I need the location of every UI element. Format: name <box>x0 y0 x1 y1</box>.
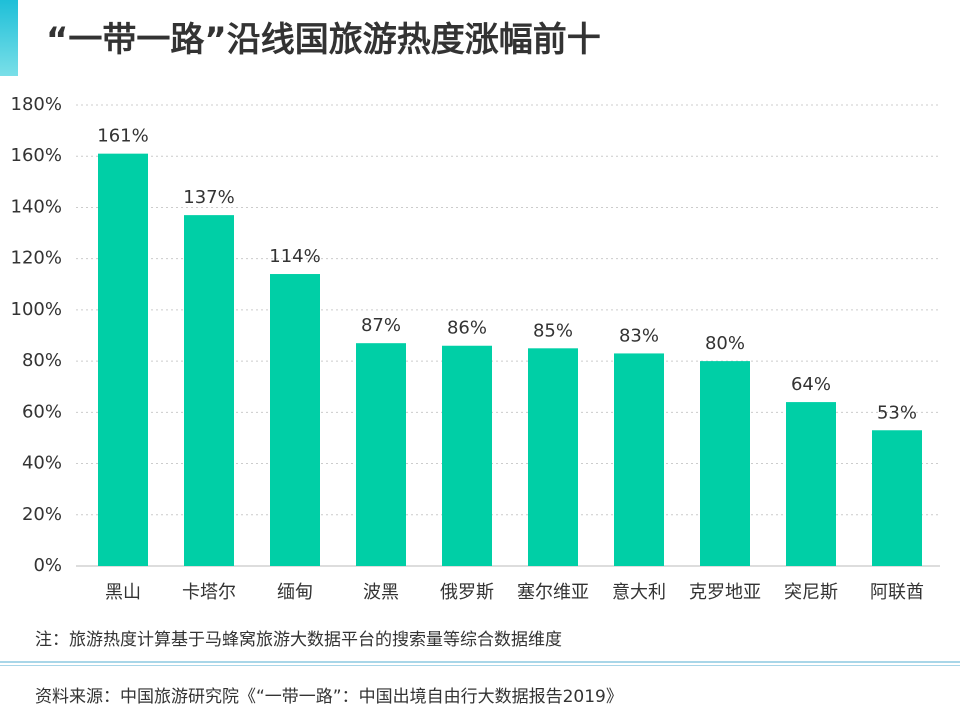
x-tick-label-9: 突尼斯 <box>784 582 838 603</box>
data-labels: 161% 137% 114% 87% 86% 85% 83% 80% 64% 53% <box>97 126 917 424</box>
data-label-10: 53% <box>877 402 917 423</box>
data-label-3: 114% <box>269 246 320 267</box>
bar-7 <box>614 353 664 566</box>
accent-bar <box>0 0 18 76</box>
bar-4 <box>356 343 406 566</box>
data-label-4: 87% <box>361 315 401 336</box>
y-tick-label-140: 140% <box>11 196 62 217</box>
y-tick-label-120: 120% <box>11 248 62 269</box>
bars <box>98 153 922 566</box>
y-tick-label-40: 40% <box>22 453 62 474</box>
y-tick-label-60: 60% <box>22 401 62 422</box>
bar-3 <box>270 274 320 566</box>
x-tick-label-4: 波黑 <box>363 582 399 603</box>
x-tick-label-6: 塞尔维亚 <box>517 582 589 603</box>
x-tick-label-2: 卡塔尔 <box>182 582 236 603</box>
bar-10 <box>872 430 922 566</box>
x-axis-category-labels: 黑山 卡塔尔 缅甸 波黑 俄罗斯 塞尔维亚 意大利 克罗地亚 突尼斯 阿联酋 <box>105 582 924 603</box>
x-tick-label-1: 黑山 <box>105 582 141 603</box>
bar-2 <box>184 215 234 566</box>
x-tick-label-3: 缅甸 <box>277 582 313 603</box>
y-tick-label-80: 80% <box>22 350 62 371</box>
bar-6 <box>528 348 578 566</box>
x-tick-label-5: 俄罗斯 <box>440 582 494 603</box>
data-label-6: 85% <box>533 320 573 341</box>
data-label-5: 86% <box>447 318 487 339</box>
y-tick-label-20: 20% <box>22 504 62 525</box>
divider <box>0 661 960 666</box>
y-tick-label-160: 160% <box>11 145 62 166</box>
data-label-7: 83% <box>619 325 659 346</box>
bar-1 <box>98 153 148 566</box>
footnote: 注：旅游热度计算基于马蜂窝旅游大数据平台的搜索量等综合数据维度 <box>35 630 562 650</box>
x-tick-label-7: 意大利 <box>612 582 666 603</box>
y-axis-tick-labels: 0% 20% 40% 60% 80% 100% 120% 140% 160% 180% <box>11 94 62 576</box>
data-label-9: 64% <box>791 374 831 395</box>
bar-9 <box>786 402 836 566</box>
page-title: “一带一路”沿线国旅游热度涨幅前十 <box>46 20 601 60</box>
data-label-2: 137% <box>183 187 234 208</box>
y-tick-label-180: 180% <box>11 94 62 115</box>
x-tick-label-8: 克罗地亚 <box>689 582 761 603</box>
y-tick-label-0: 0% <box>33 555 62 576</box>
bar-chart: 0%20%40%60%80%100%120%140%160%180% 161%1… <box>11 94 940 603</box>
bar-5 <box>442 345 492 566</box>
y-tick-label-100: 100% <box>11 299 62 320</box>
source-note: 资料来源：中国旅游研究院《“一带一路”：中国出境自由行大数据报告2019》 <box>35 687 623 707</box>
bar-8 <box>700 361 750 566</box>
x-tick-label-10: 阿联酋 <box>870 582 924 603</box>
data-label-1: 161% <box>97 126 148 147</box>
data-label-8: 80% <box>705 333 745 354</box>
